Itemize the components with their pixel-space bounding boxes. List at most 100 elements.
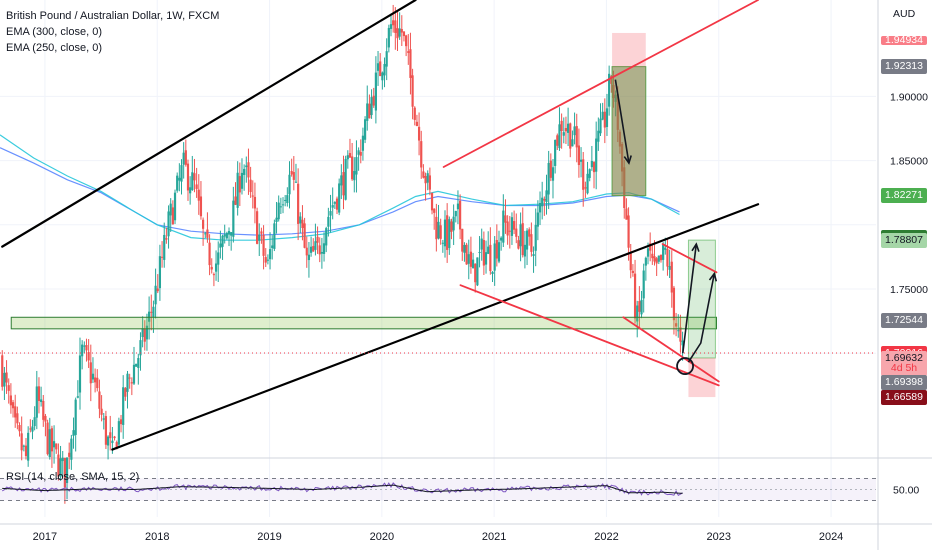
ema-300-label[interactable]: EMA (300, close, 0) [6,26,102,38]
bearish-candle-body [584,187,587,189]
price-tag: 1.66589 [881,389,927,405]
bearish-candle-body [603,111,606,128]
bearish-candle-body [631,270,634,273]
bullish-projection-arrow-1-head[interactable] [691,242,700,252]
bullish-projection-arrow-2-head[interactable] [708,271,718,282]
reversal-circle-marker[interactable] [676,357,694,375]
bullish-candle-body [279,206,282,208]
time-axis-tick-label: 2020 [370,531,394,543]
bearish-candle-body [582,159,585,190]
bearish-candle-body [119,419,123,425]
bullish-candle-body [31,426,34,432]
bearish-candle-body [435,216,438,240]
bullish-projection-arrow-1[interactable] [682,244,698,354]
bullish-candle-body [74,399,77,435]
bullish-candle-body [178,177,181,181]
time-axis-tick-label: 2023 [707,531,731,543]
bearish-candle-body [575,126,578,148]
bullish-candle-body [454,210,457,217]
ema-250-label[interactable]: EMA (250, close, 0) [6,42,102,54]
red-descending-resistance-line[interactable] [661,243,718,274]
bearish-candle-body [7,385,10,391]
bullish-candle-body [376,63,380,71]
bullish-candle-body [145,325,149,340]
bullish-candle-body [286,195,289,204]
red-descending-support-line[interactable] [622,316,720,383]
bullish-candle-body [40,399,43,403]
bullish-candle-body [48,429,51,458]
bearish-projection-arrow[interactable] [614,79,630,164]
bullish-candle-body [81,344,84,357]
bearish-candle-body [396,28,399,39]
bullish-candle-body [500,237,503,241]
bearish-candle-body [251,195,254,197]
bearish-candle-body [301,219,304,229]
bearish-candle-body [413,107,416,120]
bearish-candle-body [94,377,97,383]
bearish-candle-body [14,406,17,418]
bearish-candle-body [264,257,267,263]
bullish-candle-body [456,203,460,210]
bearish-candle-body [206,229,209,238]
bullish-candle-body [309,246,313,253]
bearish-candle-body [450,221,453,232]
black-channel-upper-line[interactable] [1,0,417,248]
bearish-candle-body [549,160,552,178]
bearish-candle-body [672,287,676,321]
black-channel-lower-line[interactable] [111,203,760,451]
long-position-1-target-zone[interactable] [611,66,647,197]
bearish-candle-body [212,274,216,276]
bullish-candle-body [484,252,488,265]
bullish-candle-body [471,259,475,269]
bearish-candle-body [165,238,168,240]
bearish-candle-body [85,345,88,351]
bearish-candle-body [184,150,187,165]
red-channel-upper-line[interactable] [442,0,759,168]
bearish-candle-body [143,329,146,342]
bullish-candle-body [480,238,483,250]
trend-drawings[interactable] [0,0,876,451]
bearish-candle-body [592,162,596,173]
bullish-candle-body [189,187,192,194]
long-position-1-stop-zone[interactable] [612,32,646,196]
bearish-candle-body [253,196,257,209]
bearish-candle-body [474,263,477,283]
bullish-candle-body [398,28,401,37]
bullish-candle-body [176,175,179,191]
bearish-candle-body [655,258,658,264]
bearish-candle-body [316,236,319,243]
bearish-candle-body [495,239,498,259]
bearish-candle-body [29,428,32,430]
bullish-candle-body [70,438,73,460]
bearish-candle-body [469,251,473,267]
bullish-candle-body [61,457,64,462]
price-tag: 1.94934 [881,36,927,45]
bullish-candle-body [677,330,680,332]
bullish-candle-body [294,181,298,183]
bearish-candle-body [633,273,637,319]
bullish-candle-body [182,152,185,165]
bearish-candle-body [37,386,41,401]
bullish-candle-body [91,373,95,380]
bearish-candle-body [446,215,449,250]
bullish-candle-body [554,139,557,166]
bearish-candle-body [379,61,382,77]
bullish-candle-body [277,202,280,220]
rsi-legend[interactable]: RSI (14, close, SMA, 15, 2) [6,471,140,483]
bullish-candle-body [571,139,574,147]
bullish-candle-body [154,285,157,305]
bullish-candle-body [102,418,105,420]
bullish-projection-arrow-2[interactable] [687,273,716,363]
bullish-candle-body [221,235,224,247]
red-support-line[interactable] [459,284,720,387]
bullish-candle-body [491,271,494,274]
symbol-title[interactable]: British Pound / Australian Dollar, 1W, F… [6,10,220,22]
bullish-candle-body [340,175,343,186]
bullish-candle-body [232,200,235,237]
bullish-candle-body [27,432,30,461]
bullish-candle-body [463,244,466,253]
bearish-projection-arrow-head[interactable] [623,155,632,165]
bullish-candle-body [266,259,269,261]
ema-250-line [0,134,680,241]
